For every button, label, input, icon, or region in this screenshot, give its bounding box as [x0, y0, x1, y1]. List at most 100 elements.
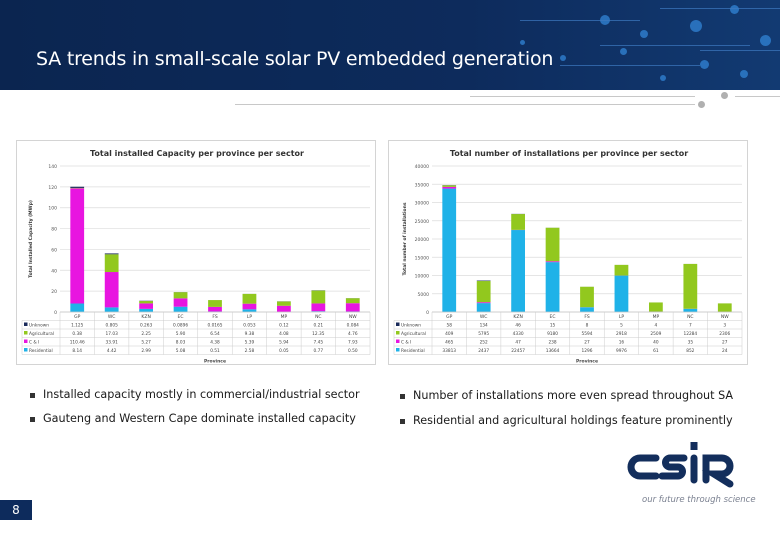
data-label: 2509 [650, 331, 661, 337]
y-tick-label: 20000 [415, 237, 429, 243]
legend-swatch [24, 339, 28, 343]
y-tick-label: 40 [51, 268, 57, 274]
data-label: 0.21 [314, 323, 324, 329]
y-axis-label: Total number of installations [402, 202, 408, 275]
data-label: 238 [548, 340, 556, 346]
decorative-dot [660, 75, 666, 81]
data-label: 5.39 [245, 340, 255, 346]
bar-segment-agricultural [173, 292, 188, 299]
bar-segment-c-i [476, 302, 491, 304]
data-label: 27 [722, 340, 728, 346]
decorative-line [700, 50, 780, 51]
bar-segment-unknown [70, 186, 85, 188]
y-tick-label: 100 [48, 206, 57, 212]
data-label: 40 [653, 340, 659, 346]
x-tick-label: KZN [513, 314, 522, 320]
data-label: 4330 [513, 331, 524, 337]
data-label: 6.54 [210, 331, 220, 337]
data-label: 7.93 [348, 340, 358, 346]
bar-segment-c-i [442, 186, 457, 189]
data-label: 4.08 [279, 331, 289, 337]
bar-segment-agricultural [104, 254, 119, 273]
chart-title: Total number of installations per provin… [450, 149, 688, 158]
csir-logo: our future through science [626, 438, 756, 508]
bar-segment-c-i [208, 306, 222, 312]
data-label: 1296 [582, 348, 593, 354]
bullet-text: Installed capacity mostly in commercial/… [43, 388, 360, 401]
bar-segment-agricultural [139, 301, 153, 304]
decorative-dot [640, 30, 648, 38]
capacity-chart: Total installed Capacity per province pe… [16, 140, 376, 365]
bar-segment-agricultural [545, 227, 560, 262]
x-tick-label: GP [74, 314, 80, 320]
x-tick-label: WC [480, 314, 488, 320]
bullet-item: Gauteng and Western Cape dominate instal… [30, 412, 356, 425]
data-label: 9180 [547, 331, 558, 337]
bar-segment-agricultural [208, 300, 222, 307]
bar-segment-residential [614, 275, 629, 312]
data-label: 1.125 [71, 323, 84, 329]
bar-segment-residential [442, 188, 457, 312]
y-tick-label: 0 [426, 310, 429, 316]
data-label: 15 [550, 323, 556, 329]
decorative-dot [760, 35, 771, 46]
decorative-dot [560, 55, 566, 61]
bullet-text: Gauteng and Western Cape dominate instal… [43, 412, 356, 425]
y-tick-label: 5000 [418, 292, 430, 298]
legend-label: C & I [29, 340, 39, 346]
divider [735, 96, 780, 97]
y-tick-label: 140 [48, 164, 57, 170]
x-tick-label: LP [247, 314, 253, 320]
data-label: 0.805 [106, 323, 119, 329]
x-tick-label: LP [619, 314, 625, 320]
bar-segment-agricultural [649, 302, 663, 312]
bar-segment-residential [511, 230, 525, 312]
data-label: 2918 [616, 331, 627, 337]
bar-segment-c-i [311, 303, 326, 312]
bar-segment-agricultural [277, 301, 291, 306]
data-label: 110.46 [70, 340, 85, 346]
data-label: 5594 [582, 331, 593, 337]
bar-segment-agricultural [614, 264, 629, 276]
x-axis-label: Province [576, 359, 598, 365]
data-label: 2.99 [141, 348, 151, 354]
bar-segment-residential [580, 307, 594, 312]
data-label: 465 [445, 340, 453, 346]
bar-segment-agricultural [717, 303, 732, 312]
data-label: 33813 [442, 348, 456, 354]
y-tick-label: 15000 [415, 255, 429, 261]
data-label: 0.51 [210, 348, 220, 354]
decorative-dot [620, 48, 627, 55]
data-label: 0.0165 [207, 323, 222, 329]
bar-segment-residential [242, 309, 257, 312]
divider-dot [698, 101, 705, 108]
y-axis-label: Total Installed Capacity (MWp) [28, 200, 34, 278]
decorative-dot [730, 5, 739, 14]
legend-label: C & I [401, 340, 411, 346]
data-label: 2.25 [141, 331, 151, 337]
data-label: 4.38 [210, 340, 220, 346]
data-label: 9976 [616, 348, 627, 354]
x-tick-label: NC [687, 314, 694, 320]
legend-label: Residential [401, 348, 425, 354]
page-title: SA trends in small-scale solar PV embedd… [36, 48, 554, 70]
installations-chart: Total number of installations per provin… [388, 140, 748, 365]
x-axis-label: Province [204, 359, 226, 365]
bar-segment-c-i [345, 303, 360, 312]
data-label: 2306 [719, 331, 730, 337]
legend-swatch [24, 348, 28, 352]
data-label: 8 [586, 323, 589, 329]
x-tick-label: FS [584, 314, 590, 320]
bar-segment-residential [104, 307, 119, 312]
x-tick-label: NW [349, 314, 357, 320]
legend-label: Residential [29, 348, 53, 354]
y-tick-label: 30000 [415, 201, 429, 207]
legend-label: Unknown [401, 323, 421, 329]
bar-segment-agricultural [511, 214, 525, 230]
bar-segment-agricultural [311, 290, 326, 304]
bar-segment-agricultural [683, 263, 698, 309]
bar-segment-residential [139, 308, 153, 312]
y-tick-label: 20 [51, 289, 57, 295]
bullet-item: Residential and agricultural holdings fe… [400, 414, 733, 427]
legend-swatch [396, 339, 400, 343]
